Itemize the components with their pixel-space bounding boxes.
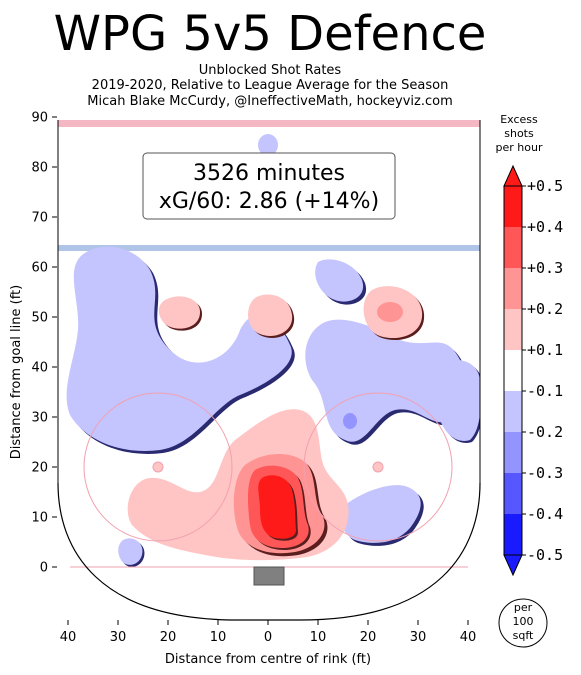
right-faceoff-dot bbox=[372, 461, 384, 473]
y-axis: 0 10 20 30 40 50 60 70 80 90 bbox=[31, 111, 57, 576]
colorbar-frame bbox=[503, 185, 523, 556]
colorbar-tick-label: +0.1 bbox=[527, 341, 563, 359]
y-tick-label: 90 bbox=[31, 111, 48, 126]
colorbar-tick-label: -0.3 bbox=[527, 464, 563, 482]
colorbar-tick-label: +0.3 bbox=[527, 259, 563, 277]
colorbar-title-1: Excess bbox=[500, 113, 538, 126]
colorbar-tick-label: +0.5 bbox=[527, 177, 563, 195]
rink-markings bbox=[57, 120, 481, 621]
annotation-line-2: xG/60: 2.86 (+14%) bbox=[159, 189, 379, 214]
colorbar-title-3: per hour bbox=[496, 141, 543, 154]
colorbar-band bbox=[504, 350, 522, 391]
rink-surface: 3526 minutes xG/60: 2.86 (+14%) bbox=[57, 120, 481, 621]
y-tick-label: 20 bbox=[31, 461, 48, 476]
colorbar-max-arrow bbox=[503, 164, 523, 187]
subtitle-line-1: Unblocked Shot Rates bbox=[198, 63, 342, 78]
y-tick-label: 60 bbox=[31, 261, 48, 276]
colorbar-band bbox=[504, 514, 522, 555]
colorbar: Excess shots per hour +0.5 +0.4 +0.3 +0.2 +0… bbox=[496, 113, 563, 577]
unit-line-2: 100 bbox=[513, 615, 534, 628]
subtitle-line-3: Micah Blake McCurdy, @IneffectiveMath, h… bbox=[87, 94, 453, 109]
colorbar-band bbox=[504, 268, 522, 309]
annotation-line-1: 3526 minutes bbox=[193, 161, 345, 186]
x-tick-label: 30 bbox=[410, 630, 427, 645]
unit-line-3: sqft bbox=[513, 629, 534, 642]
colorbar-tick-label: -0.1 bbox=[527, 382, 563, 400]
colorbar-band bbox=[504, 227, 522, 268]
chart-title: WPG 5v5 Defence bbox=[53, 6, 487, 62]
unit-line-1: per bbox=[514, 601, 533, 614]
colorbar-min-arrow bbox=[503, 554, 523, 577]
y-tick-label: 40 bbox=[31, 361, 48, 376]
goal-net bbox=[253, 566, 285, 586]
x-tick-label: 40 bbox=[460, 630, 477, 645]
x-tick-label: 10 bbox=[310, 630, 327, 645]
colorbar-band bbox=[504, 186, 522, 227]
colorbar-tick-label: -0.5 bbox=[527, 546, 563, 564]
colorbar-tick-label: +0.4 bbox=[527, 218, 563, 236]
x-tick-label: 40 bbox=[60, 630, 77, 645]
x-tick-label: 10 bbox=[210, 630, 227, 645]
x-tick-label: 0 bbox=[264, 630, 272, 645]
colorbar-tick-label: +0.2 bbox=[527, 300, 563, 318]
goal-line-band bbox=[58, 120, 480, 127]
boards bbox=[57, 482, 481, 621]
blue-line bbox=[58, 245, 480, 251]
y-axis-label: Distance from goal line (ft) bbox=[9, 285, 24, 459]
subtitle-line-2: 2019-2020, Relative to League Average fo… bbox=[91, 78, 449, 93]
y-tick-label: 30 bbox=[31, 411, 48, 426]
y-tick-label: 50 bbox=[31, 311, 48, 326]
y-tick-label: 10 bbox=[31, 511, 48, 526]
colorbar-band bbox=[504, 473, 522, 514]
colorbar-title-2: shots bbox=[504, 127, 534, 140]
colorbar-band bbox=[504, 432, 522, 473]
x-tick-label: 30 bbox=[110, 630, 127, 645]
x-axis-label: Distance from centre of rink (ft) bbox=[165, 652, 371, 667]
x-tick-label: 20 bbox=[360, 630, 377, 645]
x-tick-label: 20 bbox=[160, 630, 177, 645]
shot-rate-contours bbox=[66, 134, 480, 567]
left-faceoff-circle bbox=[83, 392, 233, 542]
colorbar-tick-label: -0.2 bbox=[527, 423, 563, 441]
y-tick-label: 70 bbox=[31, 211, 48, 226]
y-tick-label: 0 bbox=[40, 561, 48, 576]
colorbar-band bbox=[504, 391, 522, 432]
right-faceoff-circle bbox=[303, 392, 453, 542]
x-axis: 40 30 20 10 0 10 20 30 40 bbox=[60, 620, 477, 645]
annotation-box: 3526 minutes xG/60: 2.86 (+14%) bbox=[142, 152, 396, 220]
positive-regions bbox=[127, 286, 425, 561]
y-tick-label: 80 bbox=[31, 161, 48, 176]
negative-regions bbox=[66, 134, 480, 567]
unit-badge: per 100 sqft bbox=[498, 598, 548, 648]
colorbar-band bbox=[504, 309, 522, 350]
left-faceoff-dot bbox=[152, 461, 164, 473]
colorbar-tick-label: -0.4 bbox=[527, 505, 563, 523]
